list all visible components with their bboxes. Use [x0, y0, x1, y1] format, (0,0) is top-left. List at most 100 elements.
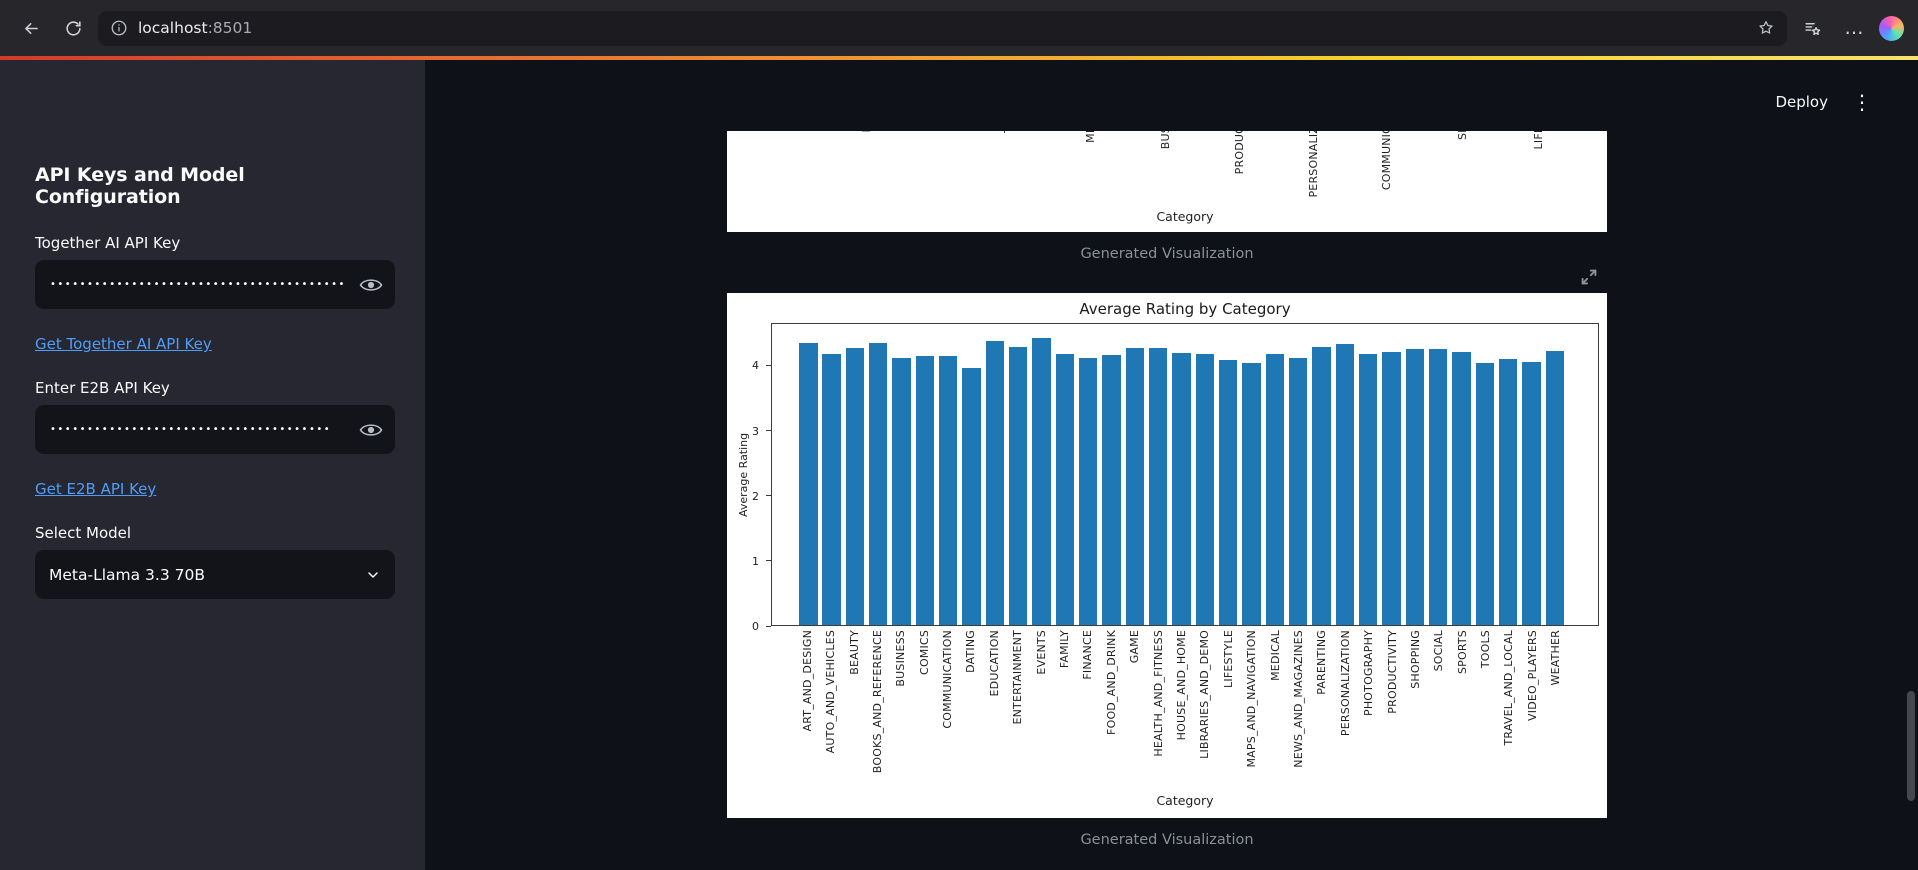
- xtick-slot: BUSINESS: [892, 630, 911, 687]
- xtick-slot: DATING: [962, 630, 981, 673]
- streamlit-app: API Keys and Model Configuration Togethe…: [0, 60, 1918, 870]
- viz-caption-1: Generated Visualization: [1080, 246, 1254, 262]
- xtick-label: GAME: [1128, 630, 1142, 664]
- xtick-label: SPORTS: [1455, 630, 1469, 675]
- content-column: F T ME BUS PRODUC PERSONALIZ COMMUNIC SP LIFE Ca…: [727, 60, 1607, 863]
- chart-yaxis: 0 1 2 3 4: [727, 323, 771, 633]
- bar-finance: [1078, 357, 1098, 625]
- xtick-slot: TOOLS: [1476, 630, 1495, 668]
- chart-card-partial: F T ME BUS PRODUC PERSONALIZ COMMUNIC SP LIFE Ca…: [727, 131, 1607, 232]
- chart-xtick-labels: ART_AND_DESIGN AUTO_AND_VEHICLES BEAUTY BOO…: [771, 630, 1599, 773]
- url-host: localhost: [138, 19, 208, 37]
- bar-health_and_fitness: [1148, 347, 1168, 625]
- xtick-label: COMICS: [917, 630, 931, 675]
- xtick-label: AUTO_AND_VEHICLES: [824, 630, 838, 754]
- partial-xtick-label: T: [1002, 131, 1015, 133]
- xtick-label: HEALTH_AND_FITNESS: [1151, 630, 1165, 757]
- ytick-label: 4: [752, 359, 759, 373]
- bar-maps_and_navigation: [1242, 362, 1261, 625]
- xtick-label: EVENTS: [1034, 630, 1048, 675]
- e2b-api-key-input[interactable]: [35, 405, 395, 454]
- deploy-button[interactable]: Deploy: [1775, 93, 1828, 111]
- bar-medical: [1265, 353, 1285, 625]
- browser-menu-icon[interactable]: …: [1844, 16, 1864, 39]
- get-e2b-api-key-link[interactable]: Get E2B API Key: [35, 480, 157, 498]
- bookmark-star-icon[interactable]: [1757, 19, 1775, 37]
- xtick-label: MAPS_AND_NAVIGATION: [1245, 630, 1259, 768]
- page-scrollbar-thumb[interactable]: [1907, 691, 1915, 801]
- chevron-down-icon: [368, 571, 378, 578]
- xtick-label: PRODUCTIVITY: [1385, 630, 1399, 714]
- xtick-label: FINANCE: [1081, 630, 1095, 680]
- refresh-icon[interactable]: [56, 11, 90, 45]
- xtick-slot: COMMUNICATION: [938, 630, 957, 729]
- xtick-label: LIFESTYLE: [1221, 630, 1235, 688]
- xtick-slot: LIBRARIES_AND_DEMO: [1196, 630, 1215, 759]
- ytick-mark: [766, 495, 771, 497]
- xtick-slot: LIFESTYLE: [1219, 630, 1238, 688]
- xtick-slot: NEWS_AND_MAGAZINES: [1289, 630, 1308, 768]
- xtick-slot: TRAVEL_AND_LOCAL: [1500, 630, 1519, 746]
- xtick-slot: MAPS_AND_NAVIGATION: [1242, 630, 1261, 768]
- ytick-mark: [766, 430, 771, 432]
- xtick-label: MEDICAL: [1268, 630, 1282, 681]
- partial-xtick-label: ME: [1084, 131, 1097, 143]
- model-select-value: Meta-Llama 3.3 70B: [49, 565, 205, 584]
- xtick-label: VIDEO_PLAYERS: [1525, 630, 1539, 721]
- bar-books_and_reference: [868, 343, 888, 625]
- xtick-label: ENTERTAINMENT: [1011, 630, 1025, 725]
- bar-house_and_home: [1172, 353, 1191, 625]
- bar-entertainment: [1008, 346, 1028, 625]
- sidebar-title: API Keys and Model Configuration: [35, 164, 245, 208]
- xtick-slot: WEATHER: [1547, 630, 1566, 685]
- ytick-label: 2: [752, 489, 759, 503]
- bar-art_and_design: [799, 342, 818, 625]
- model-select[interactable]: Meta-Llama 3.3 70B: [35, 550, 395, 599]
- caption-row: Generated Visualization: [727, 232, 1607, 293]
- partial-chart-xaxis-label: Category: [1156, 209, 1214, 224]
- xtick-slot: SHOPPING: [1406, 630, 1425, 689]
- bar-weather: [1545, 350, 1564, 625]
- xtick-slot: SOCIAL: [1430, 630, 1449, 671]
- chart-plot-area: [771, 323, 1599, 626]
- xtick-label: PERSONALIZATION: [1338, 630, 1352, 737]
- fullscreen-icon[interactable]: [1578, 266, 1600, 288]
- e2b-key-reveal-button[interactable]: [359, 418, 383, 442]
- app-menu-icon[interactable]: ⋮: [1852, 90, 1872, 114]
- get-together-api-key-link[interactable]: Get Together AI API Key: [35, 335, 212, 353]
- xtick-label: DATING: [964, 630, 978, 673]
- ytick-mark: [766, 560, 771, 562]
- bar-events: [1032, 337, 1051, 625]
- back-icon[interactable]: [14, 11, 48, 45]
- xtick-label: FOOD_AND_DRINK: [1104, 630, 1118, 735]
- site-info-icon[interactable]: [110, 19, 128, 37]
- xtick-label: LIBRARIES_AND_DEMO: [1198, 630, 1212, 759]
- bar-lifestyle: [1218, 360, 1238, 625]
- xtick-label: PHOTOGRAPHY: [1362, 630, 1376, 717]
- xtick-slot: ENTERTAINMENT: [1009, 630, 1028, 725]
- xtick-label: EDUCATION: [987, 630, 1001, 697]
- bar-video_players: [1522, 362, 1541, 625]
- bar-photography: [1358, 353, 1378, 625]
- together-api-key-input[interactable]: [35, 260, 395, 309]
- partial-xtick-label: PERSONALIZ: [1307, 131, 1320, 198]
- xtick-slot: SPORTS: [1453, 630, 1472, 674]
- xtick-label: SOCIAL: [1432, 630, 1446, 672]
- xtick-slot: BOOKS_AND_REFERENCE: [868, 630, 887, 773]
- ytick-mark: [766, 364, 771, 366]
- xtick-label: FAMILY: [1058, 630, 1072, 669]
- xtick-slot: ART_AND_DESIGN: [798, 630, 817, 732]
- address-bar[interactable]: localhost:8501: [98, 10, 1787, 46]
- ytick-label: 0: [752, 620, 759, 633]
- ytick-label: 3: [752, 424, 759, 438]
- xtick-label: BEAUTY: [847, 630, 861, 675]
- copilot-icon[interactable]: [1879, 15, 1904, 41]
- bar-communication: [938, 355, 958, 625]
- favorites-hub-icon[interactable]: [1795, 11, 1829, 45]
- bar-personalization: [1335, 344, 1355, 625]
- xtick-label: BUSINESS: [894, 630, 908, 687]
- xtick-slot: PARENTING: [1313, 630, 1332, 695]
- bar-social: [1428, 349, 1448, 625]
- together-key-reveal-button[interactable]: [359, 273, 383, 297]
- bar-business: [892, 358, 911, 625]
